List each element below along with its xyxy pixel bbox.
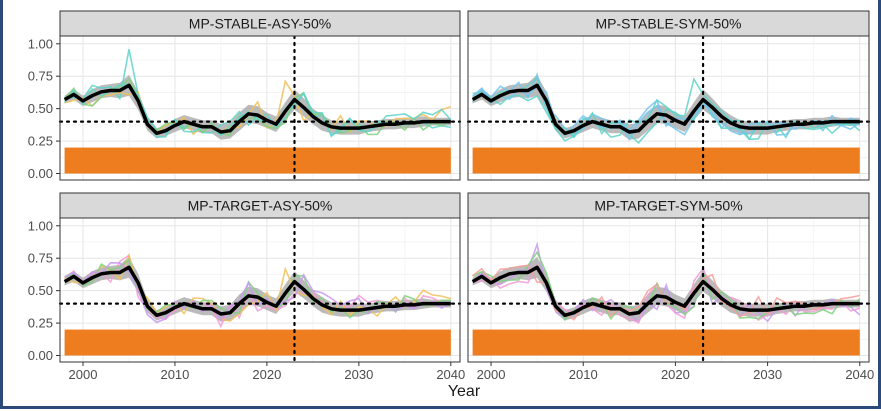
x-tick-label: 2030 bbox=[753, 367, 782, 382]
uncertainty-band bbox=[64, 256, 451, 322]
x-tick-label: 2010 bbox=[569, 367, 598, 382]
x-tick-label: 2000 bbox=[69, 367, 98, 382]
x-axis-title: Year bbox=[448, 383, 481, 400]
x-tick-label: 2030 bbox=[344, 367, 373, 382]
y-tick-label: 1.00 bbox=[28, 218, 53, 233]
faceted-chart: MP-STABLE-ASY-50%0.000.250.500.751.00MP-… bbox=[28, 10, 874, 400]
x-tick-label: 2040 bbox=[845, 367, 874, 382]
facet-panel: MP-STABLE-SYM-50% bbox=[466, 10, 871, 182]
y-tick-label: 0.75 bbox=[28, 251, 53, 266]
median-line bbox=[471, 83, 860, 136]
facet-panel: MP-TARGET-SYM-50% 2000 2010 2020 2030 2040 bbox=[466, 192, 874, 382]
iteration-line bbox=[64, 79, 452, 136]
y-tick-label: 0.50 bbox=[28, 283, 53, 298]
facet-panel: MP-TARGET-ASY-50% 0.00 0.25 0.50 0.75 1.00 200… bbox=[28, 192, 465, 382]
facet-panel: MP-STABLE-ASY-50% 0.00 0.25 0.50 0.75 1.00 bbox=[28, 10, 462, 182]
y-tick-label: 0.75 bbox=[28, 69, 53, 84]
x-tick-label: 2010 bbox=[160, 367, 189, 382]
iteration-line bbox=[471, 71, 861, 142]
facet-strip bbox=[467, 10, 870, 37]
orange-limit-band bbox=[472, 147, 860, 174]
facet-title: MP-STABLE-ASY-50% bbox=[189, 16, 331, 32]
y-tick-label: 0.50 bbox=[28, 101, 53, 116]
x-tick-label: 2020 bbox=[661, 367, 690, 382]
y-tick-label: 0.00 bbox=[28, 348, 53, 363]
orange-limit-band bbox=[64, 147, 451, 174]
median-line bbox=[63, 265, 451, 318]
facet-title: MP-TARGET-ASY-50% bbox=[188, 198, 333, 214]
x-tick-label: 2000 bbox=[477, 367, 506, 382]
x-tick-label: 2040 bbox=[436, 367, 465, 382]
x-tick-label: 2020 bbox=[252, 367, 281, 382]
iteration-line bbox=[472, 264, 860, 321]
orange-limit-band bbox=[64, 329, 451, 356]
iteration-line bbox=[64, 258, 451, 319]
y-tick-label: 0.25 bbox=[28, 316, 53, 331]
iteration-line bbox=[472, 92, 860, 144]
y-tick-label: 0.00 bbox=[28, 166, 53, 181]
median-line bbox=[63, 83, 451, 136]
facet-title: MP-TARGET-SYM-50% bbox=[594, 198, 742, 214]
median-line bbox=[471, 265, 860, 318]
facet-strip bbox=[59, 10, 461, 37]
facet-strip bbox=[467, 192, 870, 219]
iteration-line bbox=[472, 241, 861, 325]
y-tick-label: 1.00 bbox=[28, 36, 53, 51]
facet-title: MP-STABLE-SYM-50% bbox=[596, 16, 742, 32]
y-tick-label: 0.25 bbox=[28, 134, 53, 149]
orange-limit-band bbox=[472, 329, 860, 356]
facet-strip bbox=[59, 192, 461, 219]
